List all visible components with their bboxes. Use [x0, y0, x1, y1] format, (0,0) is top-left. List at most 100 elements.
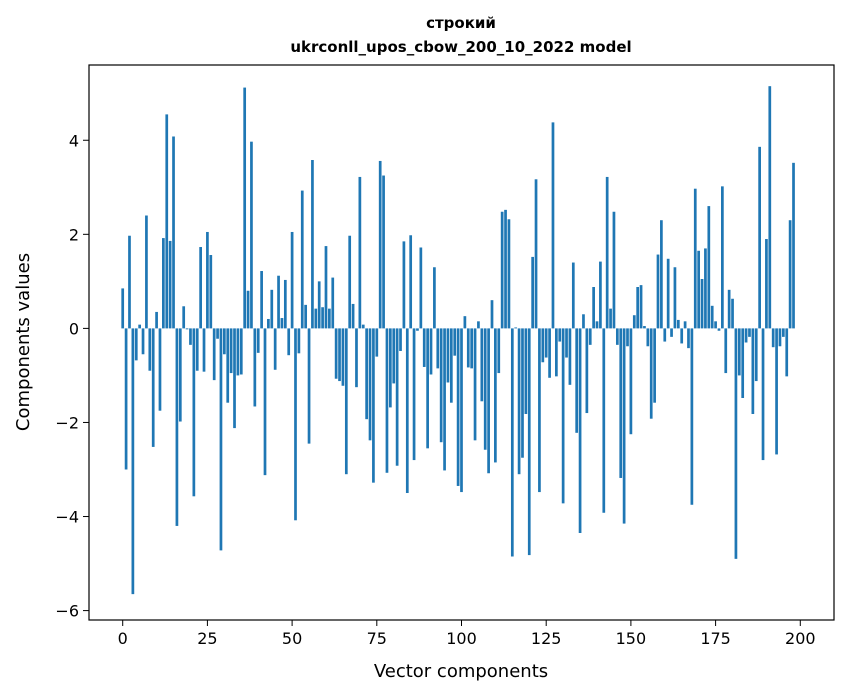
bar-series: [121, 86, 795, 595]
bar: [724, 328, 728, 374]
bar: [172, 136, 175, 329]
bar: [582, 314, 585, 329]
bar: [344, 328, 348, 475]
x-tick-label: 75: [367, 629, 387, 648]
bar: [372, 328, 375, 483]
bar: [751, 328, 755, 414]
bar: [239, 328, 243, 375]
y-tick-label: 4: [69, 131, 79, 150]
bar: [456, 328, 460, 486]
bar: [483, 328, 487, 450]
bar: [155, 311, 158, 329]
bar: [128, 235, 131, 329]
bar: [721, 186, 724, 329]
bar: [355, 328, 358, 388]
bar: [131, 328, 135, 595]
bar: [416, 328, 419, 331]
bar: [775, 328, 778, 455]
x-tick-label: 200: [785, 629, 816, 648]
x-tick-label: 25: [197, 629, 217, 648]
bar: [710, 305, 714, 329]
bar: [270, 289, 274, 329]
bar: [788, 220, 792, 329]
bar: [683, 321, 687, 329]
bar: [538, 328, 541, 493]
bar: [473, 328, 477, 441]
bar: [771, 328, 775, 348]
bar: [551, 122, 555, 329]
bar: [328, 308, 331, 329]
bar: [162, 238, 165, 329]
bar: [558, 328, 562, 342]
bar: [649, 328, 653, 419]
bar: [615, 328, 619, 345]
bar: [653, 328, 656, 403]
bar: [429, 328, 433, 375]
bar: [436, 328, 440, 369]
bar: [717, 328, 721, 331]
bar: [700, 279, 704, 329]
bar: [409, 235, 413, 329]
bar: [439, 328, 443, 443]
bar: [236, 328, 240, 376]
bar: [531, 256, 534, 329]
bar: [507, 219, 511, 329]
bar: [168, 240, 172, 329]
x-tick-label: 50: [282, 629, 302, 648]
bar: [737, 328, 741, 376]
bar: [646, 328, 650, 347]
bar: [754, 328, 758, 382]
bar: [521, 328, 524, 458]
bar: [748, 328, 751, 337]
bar: [297, 328, 301, 354]
bar: [575, 328, 579, 433]
bar: [636, 287, 640, 329]
plot-frame: [88, 64, 835, 621]
bar: [690, 328, 694, 505]
bar: [378, 160, 382, 329]
bar: [304, 304, 308, 329]
bar: [375, 328, 379, 357]
bar: [395, 328, 399, 466]
bar: [206, 231, 209, 329]
bar: [382, 175, 385, 329]
y-tick-label: 2: [69, 225, 79, 244]
bar: [219, 328, 223, 551]
bar: [544, 328, 548, 358]
bar: [124, 328, 128, 470]
bar: [697, 250, 701, 329]
bar: [687, 328, 690, 349]
bar: [361, 324, 365, 329]
bar: [663, 328, 667, 342]
bar: [402, 241, 406, 329]
bar: [280, 318, 284, 329]
bar: [141, 328, 145, 355]
bar: [250, 141, 253, 329]
bar: [334, 328, 338, 379]
bar: [734, 328, 738, 559]
bar: [565, 328, 568, 358]
bar: [571, 262, 575, 329]
bar: [324, 246, 328, 329]
bar: [138, 324, 141, 329]
bar: [412, 328, 416, 461]
bar: [514, 327, 518, 329]
bar: [314, 308, 318, 329]
bar: [782, 328, 785, 337]
bar: [392, 328, 396, 384]
bar: [233, 328, 236, 429]
y-tick-label: −6: [55, 602, 79, 621]
bar: [283, 279, 287, 329]
bar: [300, 190, 304, 329]
bar: [287, 328, 291, 356]
bar: [178, 328, 182, 422]
bar: [626, 328, 629, 347]
x-tick-label: 150: [616, 629, 647, 648]
chart-title-line2: ukrconll_upos_cbow_200_10_2022 model: [290, 38, 631, 56]
bar: [449, 328, 453, 403]
bar: [561, 328, 565, 504]
bar: [273, 328, 277, 370]
bar: [263, 328, 267, 476]
bar: [358, 176, 362, 329]
bar: [226, 328, 230, 403]
